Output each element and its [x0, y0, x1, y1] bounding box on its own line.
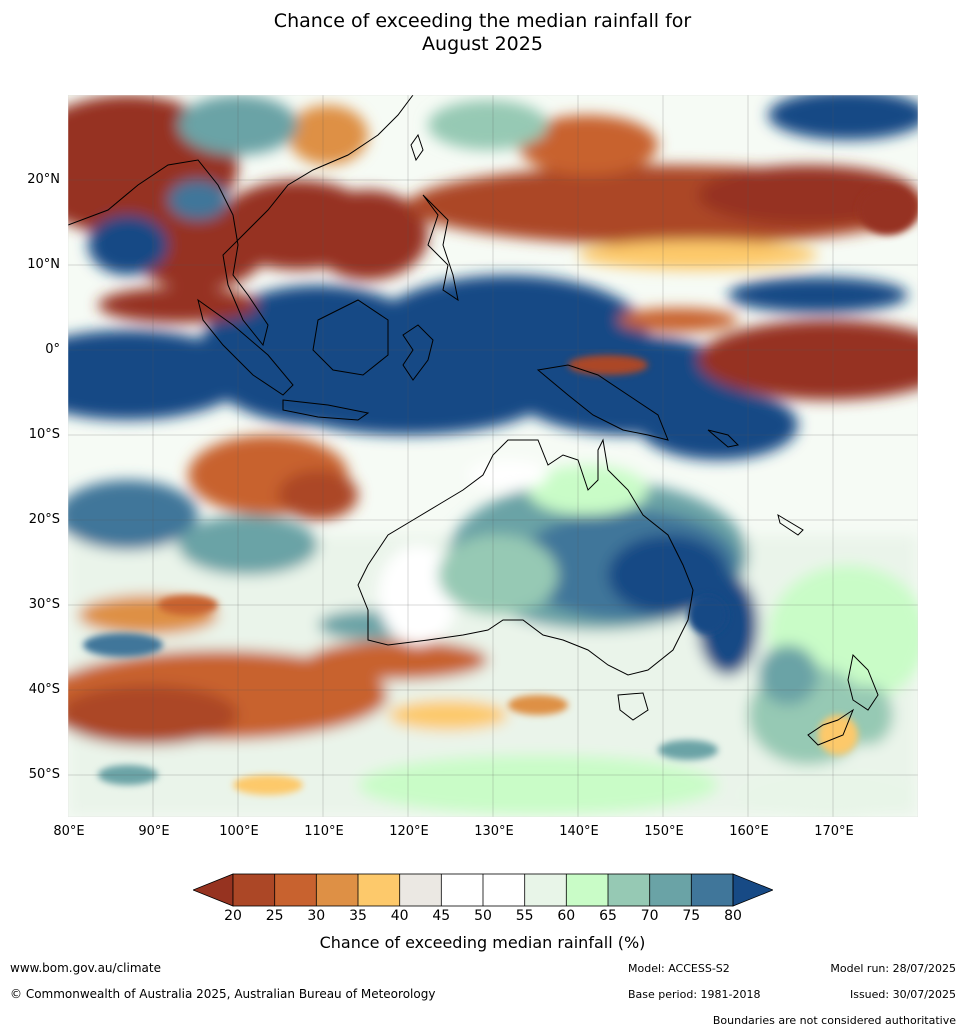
title-line-2: August 2025 [422, 33, 543, 55]
lat-tick-label: 20°N [27, 172, 60, 187]
sumatra-coast [197, 298, 294, 396]
lon-tick-label: 100°E [219, 824, 259, 839]
vanuatu-new-caledonia-coast [777, 513, 804, 536]
graticule [68, 95, 918, 817]
japan-taiwan-coast [410, 133, 424, 162]
colorbar-svg [191, 873, 775, 907]
lon-tick-label: 150°E [644, 824, 684, 839]
lon-tick-label: 140°E [559, 824, 599, 839]
colorbar-tick-label: 55 [515, 908, 534, 924]
base-period-text: Base period: 1981-2018 [628, 988, 761, 1001]
colorbar-segment [316, 874, 358, 906]
probability-field [68, 95, 918, 817]
colorbar-segment [691, 874, 733, 906]
boundaries-disclaimer: Boundaries are not considered authoritat… [712, 1014, 956, 1027]
colorbar-segment [441, 874, 483, 906]
australia-coast [357, 438, 694, 676]
lat-tick-label: 10°S [28, 427, 60, 442]
coastlines [68, 95, 879, 746]
colorbar-under-arrow [191, 873, 234, 907]
tasmania-coast [617, 692, 649, 721]
colorbar-tick-label: 60 [557, 908, 576, 924]
lon-tick-label: 130°E [474, 824, 514, 839]
colorbar-segment [649, 874, 692, 906]
lon-tick-label: 80°E [53, 824, 85, 839]
lat-tick-label: 40°S [28, 682, 60, 697]
model-text: Model: ACCESS-S2 [628, 962, 730, 975]
lat-tick-label: 0° [45, 342, 60, 357]
colorbar-tick-label: 45 [432, 908, 451, 924]
colorbar-segment [483, 874, 525, 906]
colorbar-tick-label: 50 [474, 908, 492, 924]
colorbar-tick-label: 75 [682, 908, 701, 924]
title-line-1: Chance of exceeding the median rainfall … [273, 10, 692, 32]
website-link[interactable]: www.bom.gov.au/climate [10, 961, 161, 975]
model-run-text: Model run: 28/07/2025 [830, 962, 956, 975]
colorbar-tick-label: 30 [307, 908, 326, 924]
colorbar-tick-label: 35 [349, 908, 367, 924]
lat-tick-label: 10°N [27, 257, 60, 272]
lon-tick-label: 120°E [389, 824, 429, 839]
lat-tick-label: 30°S [28, 597, 60, 612]
rainfall-map-canvas [68, 95, 918, 817]
rainfall-map [68, 95, 918, 817]
colorbar-tick-label: 20 [224, 908, 242, 924]
borneo-coast [312, 299, 389, 376]
colorbar-tick-label: 80 [724, 908, 742, 924]
colorbar-segment [566, 874, 608, 906]
java-coast [282, 399, 370, 421]
colorbar-segment [399, 874, 442, 906]
lon-tick-label: 160°E [729, 824, 769, 839]
issued-text: Issued: 30/07/2025 [849, 988, 956, 1001]
colorbar-segment [524, 874, 567, 906]
colorbar-segment [608, 874, 650, 906]
colorbar-tick-label: 40 [390, 908, 409, 924]
probability-detail [83, 185, 918, 795]
colorbar-segment [233, 874, 275, 906]
colorbar-tick-label: 70 [640, 908, 659, 924]
lon-tick-label: 110°E [304, 824, 344, 839]
colorbar-segment [274, 874, 317, 906]
new-zealand-coast [807, 653, 879, 746]
colorbar-tick-label: 65 [599, 908, 617, 924]
lat-tick-label: 20°S [28, 512, 60, 527]
colorbar [191, 873, 775, 907]
lat-tick-label: 50°S [28, 767, 60, 782]
colorbar-over-arrow [732, 873, 775, 907]
sulawesi-coast [402, 324, 434, 381]
mainland-asia-coast [68, 95, 414, 347]
map-title: Chance of exceeding the median rainfall … [0, 10, 965, 56]
colorbar-tick-label: 25 [265, 908, 284, 924]
solomon-islands-coast [707, 429, 740, 448]
colorbar-label: Chance of exceeding median rainfall (%) [319, 933, 646, 952]
copyright-text: © Commonwealth of Australia 2025, Austra… [10, 987, 436, 1001]
new-guinea-coast [536, 364, 669, 441]
colorbar-segment [358, 874, 400, 906]
lon-tick-label: 170°E [814, 824, 854, 839]
philippines-coast [422, 194, 459, 302]
lon-tick-label: 90°E [138, 824, 170, 839]
